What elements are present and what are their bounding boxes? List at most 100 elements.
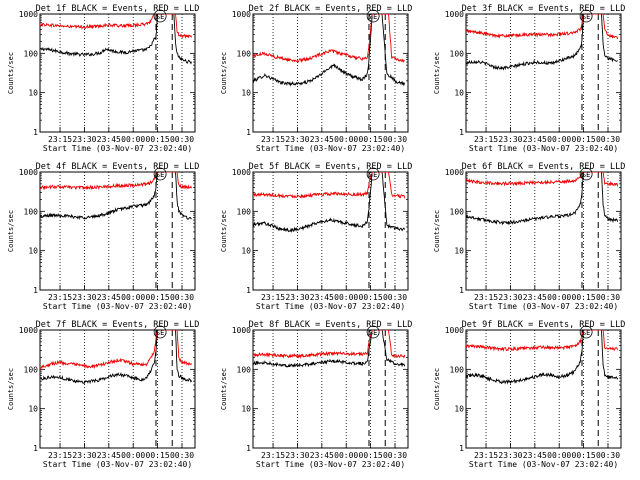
se-annotation-circle [579, 325, 593, 339]
x-tick-label: 23:15 [474, 451, 498, 460]
x-axis-label: Start Time (03-Nov-07 23:02:40) [43, 144, 192, 153]
x-tick-label: 00:00 [547, 293, 571, 302]
y-tick-label: 1 [33, 128, 38, 137]
lld-series-line [466, 330, 619, 353]
lld-series-line [40, 172, 192, 191]
y-tick-label: 1 [459, 286, 464, 295]
x-tick-label: 00:30 [383, 135, 407, 144]
x-tick-label: 23:15 [474, 293, 498, 302]
se-annotation-label: SE [369, 171, 377, 179]
y-axis-label: Counts/sec [7, 52, 15, 94]
x-tick-label: 23:30 [498, 293, 522, 302]
x-tick-label: 23:45 [523, 451, 547, 460]
events-series-line [466, 172, 619, 226]
lld-series-line [40, 14, 192, 39]
se-annotation-circle [579, 9, 593, 23]
se-annotation-label: SE [156, 329, 164, 337]
panel-title: Det 1f BLACK = Events, RED = LLD [36, 4, 200, 14]
x-tick-label: 00:30 [170, 135, 194, 144]
panel-title: Det 4f BLACK = Events, RED = LLD [36, 162, 200, 172]
y-axis-label: Counts/sec [7, 210, 15, 252]
x-tick-label: 00:15 [359, 293, 383, 302]
y-tick-label: 1 [246, 444, 251, 453]
x-axis-label: Start Time (03-Nov-07 23:02:40) [469, 302, 618, 311]
lld-series-line [466, 172, 619, 188]
x-tick-label: 23:15 [261, 293, 285, 302]
y-axis-label: Counts/sec [220, 368, 228, 410]
events-series-line [253, 330, 406, 368]
detector-panel: Det 1f BLACK = Events, RED = LLD 1 10 100 10… [7, 4, 199, 153]
x-axis-label: Start Time (03-Nov-07 23:02:40) [256, 460, 405, 469]
x-tick-label: 23:45 [97, 293, 121, 302]
detector-panel: Det 2f BLACK = Events, RED = LLD 1 10 100 10… [220, 4, 412, 153]
y-tick-label: 10 [454, 247, 464, 256]
x-tick-label: 23:30 [285, 135, 309, 144]
se-annotation-label: SE [369, 329, 377, 337]
x-tick-label: 00:15 [146, 135, 170, 144]
x-axis-label: Start Time (03-Nov-07 23:02:40) [43, 460, 192, 469]
plot-frame [39, 171, 196, 291]
y-tick-label: 100 [24, 365, 39, 374]
x-tick-label: 23:30 [72, 293, 96, 302]
x-tick-label: 23:15 [48, 135, 72, 144]
x-tick-label: 00:00 [547, 451, 571, 460]
x-tick-label: 23:30 [285, 451, 309, 460]
y-tick-label: 1 [459, 128, 464, 137]
x-axis-label: Start Time (03-Nov-07 23:02:40) [43, 302, 192, 311]
detector-panel: Det 9f BLACK = Events, RED = LLD 1 10 100 10… [433, 320, 625, 469]
x-tick-label: 00:15 [572, 135, 596, 144]
y-tick-label: 100 [450, 207, 465, 216]
y-tick-label: 1 [246, 286, 251, 295]
x-tick-label: 23:45 [310, 451, 334, 460]
y-tick-label: 100 [24, 49, 39, 58]
detector-panel: Det 8f BLACK = Events, RED = LLD 1 10 100 10… [220, 320, 412, 469]
lld-series-line [253, 14, 405, 64]
events-series-line [466, 14, 618, 71]
x-tick-label: 23:30 [285, 293, 309, 302]
events-series-line [40, 330, 193, 385]
y-tick-label: 10 [28, 405, 38, 414]
y-axis-label: Counts/sec [433, 368, 441, 410]
plot-frame [252, 13, 409, 133]
x-tick-label: 23:15 [261, 135, 285, 144]
detector-panel: Det 6f BLACK = Events, RED = LLD 1 10 100 10… [433, 162, 625, 311]
x-tick-label: 00:00 [334, 135, 358, 144]
x-tick-label: 00:00 [547, 135, 571, 144]
detector-panel: Det 7f BLACK = Events, RED = LLD 1 10 100 10… [7, 320, 199, 469]
x-tick-label: 00:30 [596, 293, 620, 302]
x-tick-label: 23:30 [72, 451, 96, 460]
y-tick-label: 10 [454, 405, 464, 414]
y-tick-label: 10 [454, 89, 464, 98]
x-tick-label: 23:15 [48, 451, 72, 460]
se-annotation-label: SE [582, 13, 590, 21]
y-tick-label: 1000 [232, 326, 251, 335]
y-tick-label: 1 [33, 444, 38, 453]
y-tick-label: 10 [241, 405, 251, 414]
x-tick-label: 23:30 [72, 135, 96, 144]
x-tick-label: 23:45 [523, 293, 547, 302]
y-tick-label: 1000 [19, 326, 38, 335]
y-axis-label: Counts/sec [7, 368, 15, 410]
events-series-line [253, 172, 405, 234]
se-annotation-circle [153, 9, 167, 23]
panel-title: Det 8f BLACK = Events, RED = LLD [249, 320, 413, 330]
detector-panel: Det 4f BLACK = Events, RED = LLD 1 10 100 10… [7, 162, 199, 311]
y-tick-label: 1000 [445, 326, 464, 335]
se-annotation-label: SE [582, 329, 590, 337]
y-tick-label: 10 [241, 89, 251, 98]
x-tick-label: 23:45 [310, 135, 334, 144]
x-tick-label: 23:45 [97, 135, 121, 144]
y-tick-label: 1 [246, 128, 251, 137]
x-tick-label: 00:30 [596, 135, 620, 144]
x-axis-label: Start Time (03-Nov-07 23:02:40) [256, 144, 405, 153]
se-annotation-label: SE [156, 13, 164, 21]
y-tick-label: 1 [33, 286, 38, 295]
lld-series-line [466, 14, 619, 40]
plot-frame [39, 13, 196, 133]
y-tick-label: 1000 [445, 10, 464, 19]
events-series-line [253, 14, 406, 87]
y-axis-label: Counts/sec [220, 210, 228, 252]
se-annotation-circle [153, 167, 167, 181]
x-tick-label: 00:30 [383, 451, 407, 460]
